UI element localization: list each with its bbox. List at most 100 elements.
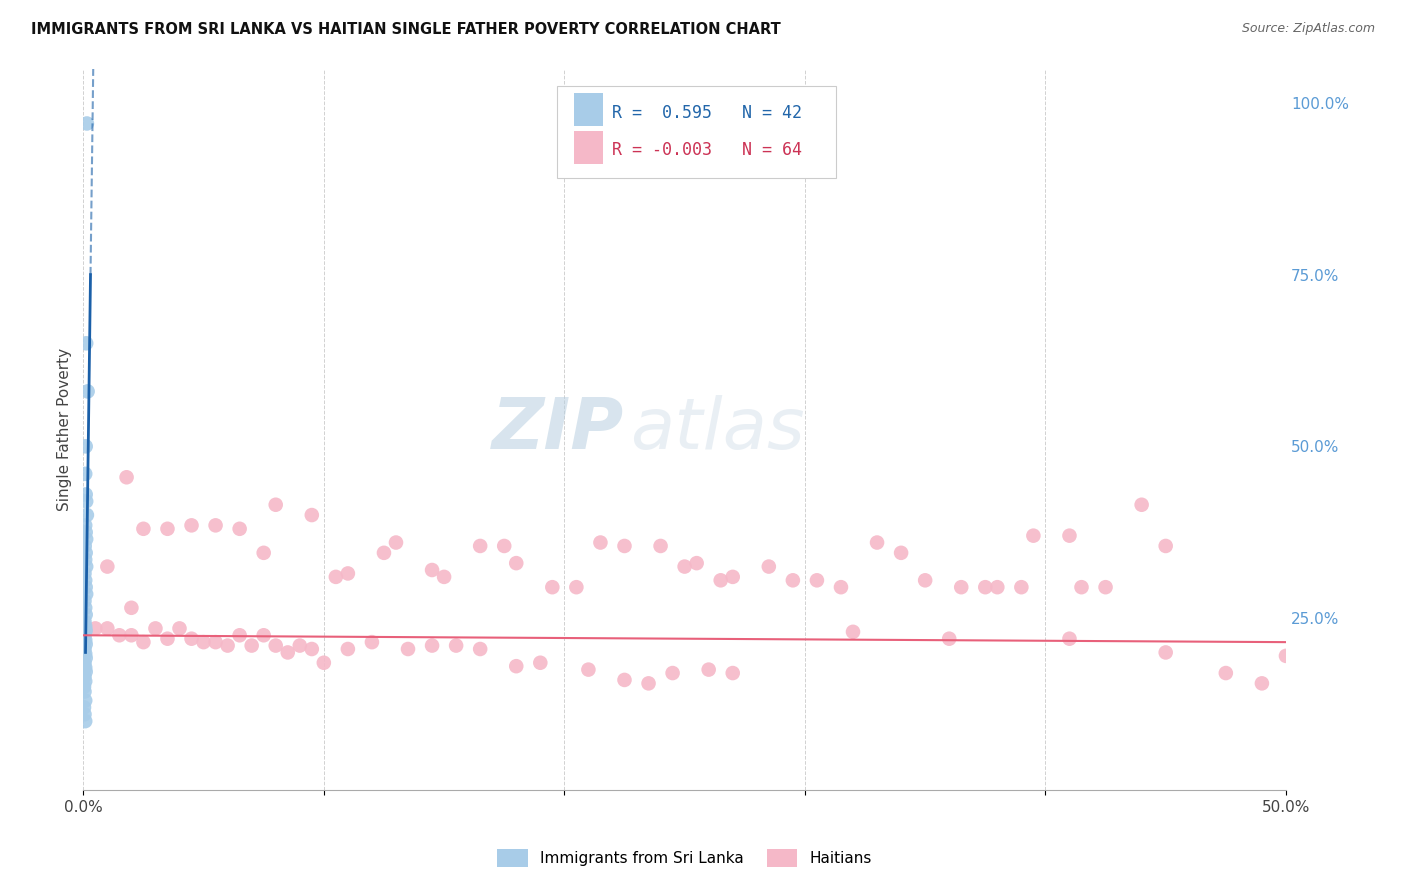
Point: [830, 580, 852, 594]
Point: [938, 632, 960, 646]
Point: [758, 559, 780, 574]
Point: [637, 676, 659, 690]
Point: [1275, 648, 1298, 663]
Point: [75, 660, 97, 674]
Point: [470, 642, 492, 657]
Point: [1154, 645, 1177, 659]
Point: [373, 546, 395, 560]
Point: [75, 552, 97, 566]
Text: R = -0.003   N = 64: R = -0.003 N = 64: [612, 141, 801, 159]
Point: [914, 574, 936, 588]
Point: [75, 518, 97, 533]
Point: [180, 518, 202, 533]
Point: [193, 635, 215, 649]
Point: [75, 624, 97, 638]
Point: [120, 600, 142, 615]
Point: [264, 639, 287, 653]
Point: [1022, 529, 1045, 543]
Point: [661, 666, 683, 681]
Point: [75, 336, 97, 351]
Text: atlas: atlas: [630, 394, 806, 464]
Point: [986, 580, 1008, 594]
Point: [1130, 498, 1153, 512]
Point: [301, 642, 323, 657]
Point: [842, 624, 865, 639]
Point: [253, 628, 276, 642]
Point: [204, 635, 226, 649]
Point: [565, 580, 588, 594]
Point: [1215, 666, 1237, 681]
Point: [145, 621, 167, 635]
Point: [75, 559, 97, 574]
Point: [132, 522, 155, 536]
Point: [73, 656, 96, 670]
Point: [75, 665, 97, 679]
Point: [697, 663, 720, 677]
Point: [470, 539, 492, 553]
Point: [433, 570, 456, 584]
Point: [529, 656, 551, 670]
Point: [890, 546, 912, 560]
Point: [73, 628, 96, 642]
Point: [156, 632, 179, 646]
Point: [721, 570, 744, 584]
Point: [120, 628, 142, 642]
Point: [75, 637, 97, 651]
Point: [240, 639, 263, 653]
Point: [115, 470, 138, 484]
Point: [361, 635, 384, 649]
Point: [710, 574, 733, 588]
Point: [75, 525, 97, 540]
Point: [75, 619, 97, 633]
Point: [1094, 580, 1116, 594]
Point: [1154, 539, 1177, 553]
Point: [75, 587, 97, 601]
Point: [336, 642, 359, 657]
Point: [84, 621, 107, 635]
Point: [75, 633, 97, 648]
Point: [385, 535, 408, 549]
Point: [420, 639, 443, 653]
Point: [73, 615, 96, 629]
Point: [782, 574, 804, 588]
Point: [76, 116, 98, 130]
Point: [75, 487, 97, 501]
Point: [75, 600, 97, 615]
Point: [73, 684, 96, 698]
Point: [1059, 632, 1081, 646]
Legend: Immigrants from Sri Lanka, Haitians: Immigrants from Sri Lanka, Haitians: [491, 843, 877, 872]
Text: Source: ZipAtlas.com: Source: ZipAtlas.com: [1241, 22, 1375, 36]
Point: [420, 563, 443, 577]
Point: [75, 693, 97, 707]
Point: [541, 580, 564, 594]
Point: [132, 635, 155, 649]
Text: ZIP: ZIP: [492, 394, 624, 464]
Point: [73, 700, 96, 714]
Y-axis label: Single Father Poverty: Single Father Poverty: [58, 348, 72, 511]
Point: [73, 594, 96, 608]
Point: [96, 559, 118, 574]
Point: [76, 508, 98, 522]
Point: [108, 628, 131, 642]
Point: [613, 539, 636, 553]
Point: [228, 522, 250, 536]
Point: [75, 580, 97, 594]
Point: [75, 439, 97, 453]
Point: [806, 574, 828, 588]
Point: [75, 647, 97, 661]
Point: [721, 666, 744, 681]
Point: [613, 673, 636, 687]
Point: [1059, 529, 1081, 543]
Text: R =  0.595   N = 42: R = 0.595 N = 42: [612, 104, 801, 122]
Point: [1251, 676, 1274, 690]
Point: [325, 570, 347, 584]
Point: [75, 651, 97, 665]
Point: [75, 607, 97, 622]
Point: [75, 674, 97, 689]
Point: [685, 556, 707, 570]
Point: [76, 384, 98, 399]
Point: [73, 669, 96, 683]
Point: [312, 656, 335, 670]
Point: [156, 522, 179, 536]
Point: [73, 539, 96, 553]
